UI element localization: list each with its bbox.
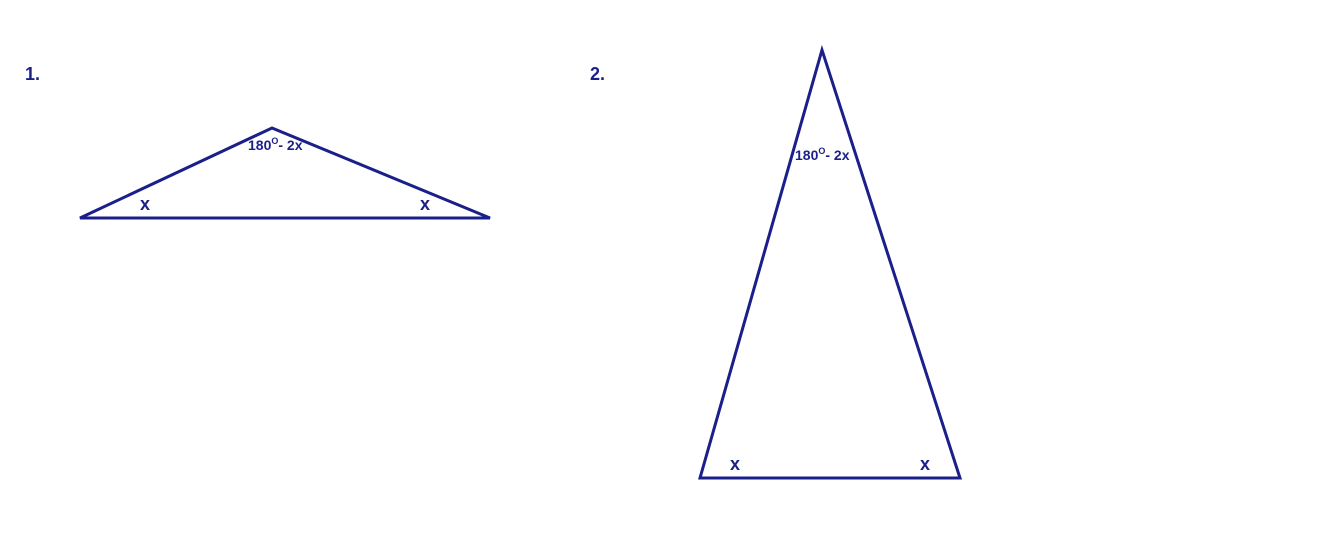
triangle bbox=[700, 50, 960, 478]
fig1: 1. 180O- 2x x x bbox=[25, 64, 490, 218]
base-left-angle-label: x bbox=[140, 194, 150, 214]
figure-number: 2. bbox=[590, 64, 605, 84]
fig2: 2. 180O- 2x x x bbox=[590, 50, 960, 478]
diagram-canvas: 1. 180O- 2x x x 2. 180O- 2x x x bbox=[0, 0, 1334, 548]
base-right-angle-label: x bbox=[920, 454, 930, 474]
figure-number: 1. bbox=[25, 64, 40, 84]
base-left-angle-label: x bbox=[730, 454, 740, 474]
apex-angle-label: 180O- 2x bbox=[795, 146, 850, 163]
base-right-angle-label: x bbox=[420, 194, 430, 214]
apex-angle-label: 180O- 2x bbox=[248, 136, 303, 153]
